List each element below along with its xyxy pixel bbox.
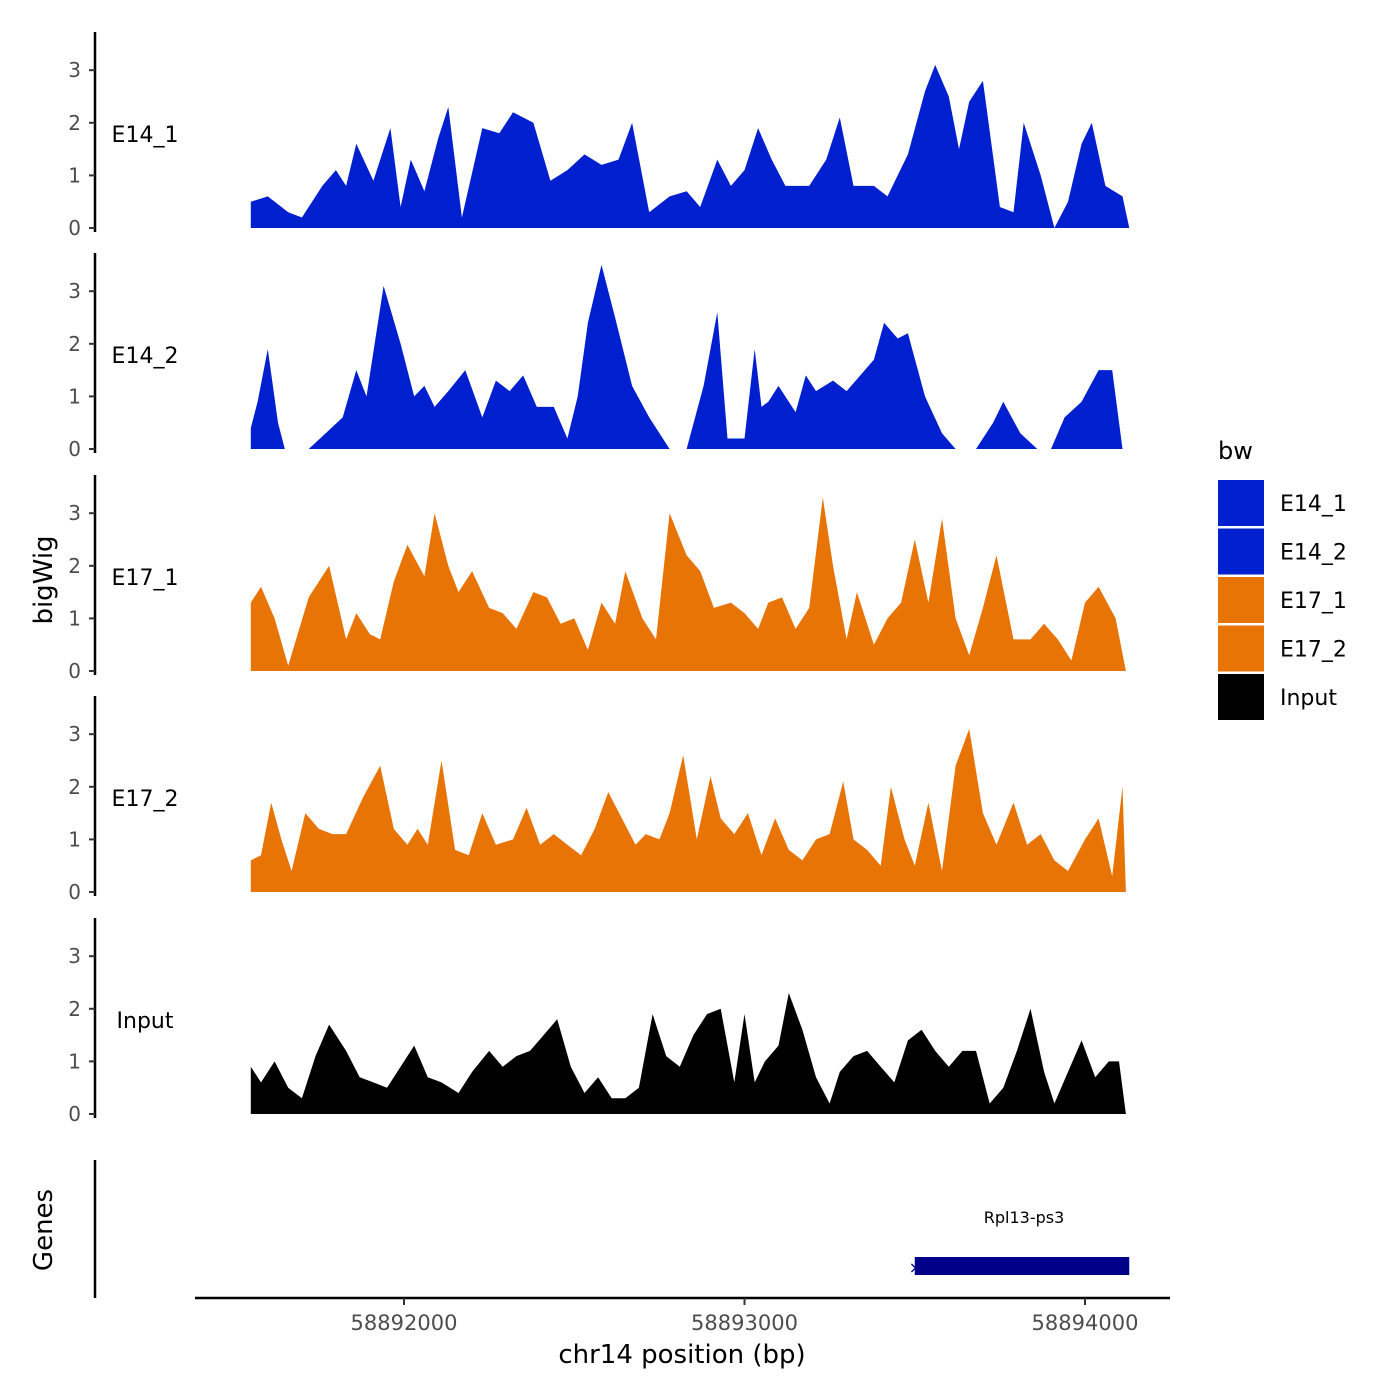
y-tick-label: 2 [68, 775, 81, 799]
legend-label: E17_1 [1280, 589, 1347, 614]
legend-swatch [1218, 528, 1264, 575]
y-tick-label: 0 [68, 659, 81, 683]
tracks-layer: 0 1 2 3 E14_1 0 1 2 3 E14_2 0 1 2 3 E17_1 0 1 2 3 E17_2 0 1 2 3… [68, 32, 1130, 1126]
legend-label: Input [1280, 686, 1337, 711]
legend-title: bw [1218, 437, 1253, 465]
gene-label: Rpl13-ps3 [984, 1208, 1065, 1227]
legend-entry-e14_2: E14_2 [1218, 528, 1347, 575]
y-tick-label: 1 [68, 1049, 81, 1073]
y-tick-label: 2 [68, 554, 81, 578]
legend-swatch [1218, 625, 1264, 672]
gene-rpl13-ps3: × Rpl13-ps3 [909, 1208, 1130, 1277]
y-tick-label: 2 [68, 332, 81, 356]
legend-entry-e17_1: E17_1 [1218, 577, 1347, 623]
area-e17_1 [250, 497, 1126, 671]
x-tick-label: 58892000 [351, 1311, 458, 1335]
y-tick-label: 1 [68, 163, 81, 187]
gene-strand-marker: × [909, 1258, 922, 1277]
x-axis-title: chr14 position (bp) [558, 1340, 805, 1370]
genes-panel: × Rpl13-ps3 [93, 1160, 1130, 1298]
area-input [250, 993, 1126, 1114]
y-tick-label: 0 [68, 437, 81, 461]
area-e17_2 [250, 728, 1126, 892]
track-label: E14_2 [112, 344, 179, 369]
y-tick-label: 1 [68, 827, 81, 851]
y-tick-label: 0 [68, 216, 81, 240]
track-panel-e14_1: 0 1 2 3 E14_1 [68, 32, 1130, 240]
y-tick-label: 3 [68, 279, 81, 303]
x-axis: 58892000 58893000 58894000 [195, 1296, 1170, 1335]
y-tick-label: 1 [68, 606, 81, 630]
legend-label: E14_2 [1280, 541, 1347, 566]
genes-axis-title: Genes [29, 1189, 59, 1271]
legend: bw E14_1 E14_2 E17_1 E17_2 Input [1218, 437, 1347, 720]
legend-label: E14_1 [1280, 492, 1347, 517]
track-panel-e14_2: 0 1 2 3 E14_2 [68, 253, 1123, 461]
y-tick-label: 1 [68, 384, 81, 408]
legend-entry-e14_1: E14_1 [1218, 480, 1347, 526]
legend-label: E17_2 [1280, 638, 1347, 663]
track-panel-input: 0 1 2 3 Input [68, 918, 1126, 1126]
track-panel-e17_1: 0 1 2 3 E17_1 [68, 475, 1126, 683]
y-tick-label: 2 [68, 111, 81, 135]
y-axis-title: bigWig [29, 535, 59, 624]
legend-entry-e17_2: E17_2 [1218, 625, 1347, 672]
area-e14_1 [250, 64, 1130, 229]
y-tick-label: 2 [68, 997, 81, 1021]
gene-body [914, 1257, 1130, 1275]
x-tick-label: 58893000 [691, 1311, 798, 1335]
track-label: Input [117, 1009, 174, 1034]
legend-swatch [1218, 577, 1264, 623]
area-e14_2 [250, 264, 1123, 449]
legend-swatch [1218, 480, 1264, 526]
y-tick-label: 3 [68, 501, 81, 525]
track-label: E17_2 [112, 787, 179, 812]
y-tick-label: 3 [68, 58, 81, 82]
legend-entry-input: Input [1218, 674, 1337, 720]
track-label: E14_1 [112, 123, 179, 148]
x-tick-label: 58894000 [1032, 1311, 1139, 1335]
y-tick-label: 0 [68, 880, 81, 904]
legend-items: E14_1 E14_2 E17_1 E17_2 Input [1218, 480, 1347, 720]
y-tick-label: 3 [68, 722, 81, 746]
legend-swatch [1218, 674, 1264, 720]
track-panel-e17_2: 0 1 2 3 E17_2 [68, 696, 1126, 904]
track-label: E17_1 [112, 566, 179, 591]
y-tick-label: 3 [68, 944, 81, 968]
y-tick-label: 0 [68, 1102, 81, 1126]
